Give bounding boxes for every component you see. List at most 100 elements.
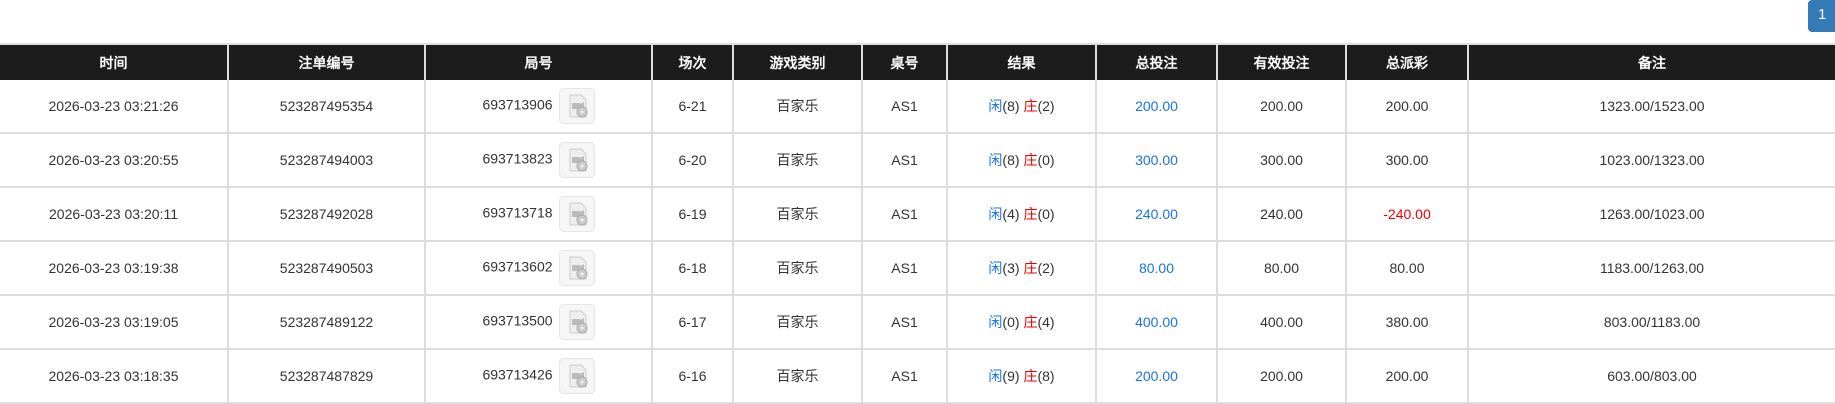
player-score: (0) (1002, 314, 1020, 330)
cell-time: 2026-03-23 03:18:35 (0, 349, 228, 404)
cell-table-no: AS1 (861, 349, 947, 404)
cell-total-bet[interactable]: 200.00 (1095, 80, 1217, 134)
column-header-total-payout: 总派彩 (1345, 43, 1468, 80)
cell-note: 603.00/803.00 (1467, 349, 1835, 404)
cell-total-bet[interactable]: 200.00 (1095, 349, 1217, 404)
round-number: 693713823 (482, 150, 553, 167)
video-replay-icon[interactable] (558, 88, 595, 124)
player-label: 闲 (988, 152, 1003, 168)
cell-valid-bet: 400.00 (1216, 295, 1346, 350)
cell-total-payout: 380.00 (1345, 295, 1468, 350)
player-score: (8) (1002, 152, 1020, 168)
cell-valid-bet: 300.00 (1216, 133, 1346, 188)
table-row: 2026-03-23 03:21:26 523287495354 693713906… (0, 80, 1835, 134)
cell-time: 2026-03-23 03:19:05 (0, 295, 228, 350)
banker-label: 庄 (1023, 206, 1038, 222)
cell-note: 1263.00/1023.00 (1467, 187, 1835, 242)
round-number: 693713500 (482, 312, 553, 329)
player-score: (8) (1002, 98, 1020, 114)
cell-result: 闲(0) 庄(4) (946, 295, 1096, 350)
video-replay-icon[interactable] (558, 196, 595, 232)
video-replay-icon[interactable] (558, 250, 595, 286)
cell-table-no: AS1 (861, 295, 947, 350)
cell-round: 693713602 (424, 241, 652, 296)
cell-note: 803.00/1183.00 (1467, 295, 1835, 350)
cell-shoe: 6-21 (651, 80, 733, 134)
cell-total-payout: 300.00 (1345, 133, 1468, 188)
player-score: (3) (1002, 260, 1020, 276)
video-replay-icon[interactable] (558, 142, 595, 178)
cell-table-no: AS1 (861, 80, 947, 134)
player-label: 闲 (988, 98, 1003, 114)
table-row: 2026-03-23 03:18:35 523287487829 693713426… (0, 349, 1835, 404)
cell-shoe: 6-18 (651, 241, 733, 296)
player-label: 闲 (988, 314, 1003, 330)
column-header-bet-id: 注单编号 (227, 43, 425, 80)
round-number: 693713718 (482, 204, 553, 221)
cell-total-bet[interactable]: 240.00 (1095, 187, 1217, 242)
cell-bet-id: 523287490503 (227, 241, 425, 296)
cell-note: 1023.00/1323.00 (1467, 133, 1835, 188)
cell-total-bet[interactable]: 400.00 (1095, 295, 1217, 350)
cell-result: 闲(3) 庄(2) (946, 241, 1096, 296)
cell-time: 2026-03-23 03:21:26 (0, 80, 228, 134)
cell-table-no: AS1 (861, 133, 947, 188)
cell-round: 693713426 (424, 349, 652, 404)
cell-note: 1323.00/1523.00 (1467, 80, 1835, 134)
column-header-table-no: 桌号 (861, 43, 947, 80)
cell-result: 闲(8) 庄(0) (946, 133, 1096, 188)
cell-game-type: 百家乐 (732, 241, 862, 296)
cell-round: 693713823 (424, 133, 652, 188)
player-label: 闲 (988, 368, 1003, 384)
cell-game-type: 百家乐 (732, 349, 862, 404)
cell-round: 693713906 (424, 80, 652, 134)
cell-valid-bet: 80.00 (1216, 241, 1346, 296)
column-header-result: 结果 (946, 43, 1096, 80)
table-row: 2026-03-23 03:19:05 523287489122 693713500… (0, 295, 1835, 350)
cell-total-bet[interactable]: 300.00 (1095, 133, 1217, 188)
cell-result: 闲(8) 庄(2) (946, 80, 1096, 134)
cell-bet-id: 523287494003 (227, 133, 425, 188)
column-header-valid-bet: 有效投注 (1216, 43, 1346, 80)
column-header-game-type: 游戏类别 (732, 43, 862, 80)
video-replay-icon[interactable] (558, 358, 595, 394)
cell-result: 闲(9) 庄(8) (946, 349, 1096, 404)
cell-game-type: 百家乐 (732, 295, 862, 350)
cell-shoe: 6-20 (651, 133, 733, 188)
cell-time: 2026-03-23 03:19:38 (0, 241, 228, 296)
table-row: 2026-03-23 03:19:38 523287490503 693713602… (0, 241, 1835, 296)
cell-table-no: AS1 (861, 241, 947, 296)
cell-result: 闲(4) 庄(0) (946, 187, 1096, 242)
cell-table-no: AS1 (861, 187, 947, 242)
cell-valid-bet: 240.00 (1216, 187, 1346, 242)
pagination-page-1[interactable]: 1 (1808, 0, 1835, 32)
cell-total-bet[interactable]: 80.00 (1095, 241, 1217, 296)
table-header: 时间 注单编号 局号 场次 游戏类别 桌号 结果 总投注 有效投注 总派彩 备注 (0, 43, 1835, 80)
banker-score: (2) (1037, 98, 1055, 114)
cell-round: 693713500 (424, 295, 652, 350)
banker-score: (8) (1037, 368, 1055, 384)
round-number: 693713602 (482, 258, 553, 275)
cell-game-type: 百家乐 (732, 133, 862, 188)
banker-label: 庄 (1023, 260, 1038, 276)
video-replay-icon[interactable] (558, 304, 595, 340)
cell-game-type: 百家乐 (732, 80, 862, 134)
cell-bet-id: 523287489122 (227, 295, 425, 350)
banker-score: (4) (1037, 314, 1055, 330)
player-score: (4) (1002, 206, 1020, 222)
round-number: 693713426 (482, 366, 553, 383)
cell-shoe: 6-19 (651, 187, 733, 242)
cell-shoe: 6-17 (651, 295, 733, 350)
table-row: 2026-03-23 03:20:55 523287494003 693713823… (0, 133, 1835, 188)
banker-score: (0) (1037, 206, 1055, 222)
column-header-round: 局号 (424, 43, 652, 80)
column-header-note: 备注 (1467, 43, 1835, 80)
column-header-time: 时间 (0, 43, 228, 80)
cell-note: 1183.00/1263.00 (1467, 241, 1835, 296)
cell-bet-id: 523287492028 (227, 187, 425, 242)
table-row: 2026-03-23 03:20:11 523287492028 693713718… (0, 187, 1835, 242)
round-number: 693713906 (482, 96, 553, 113)
cell-total-payout: 80.00 (1345, 241, 1468, 296)
cell-bet-id: 523287495354 (227, 80, 425, 134)
player-label: 闲 (988, 206, 1003, 222)
